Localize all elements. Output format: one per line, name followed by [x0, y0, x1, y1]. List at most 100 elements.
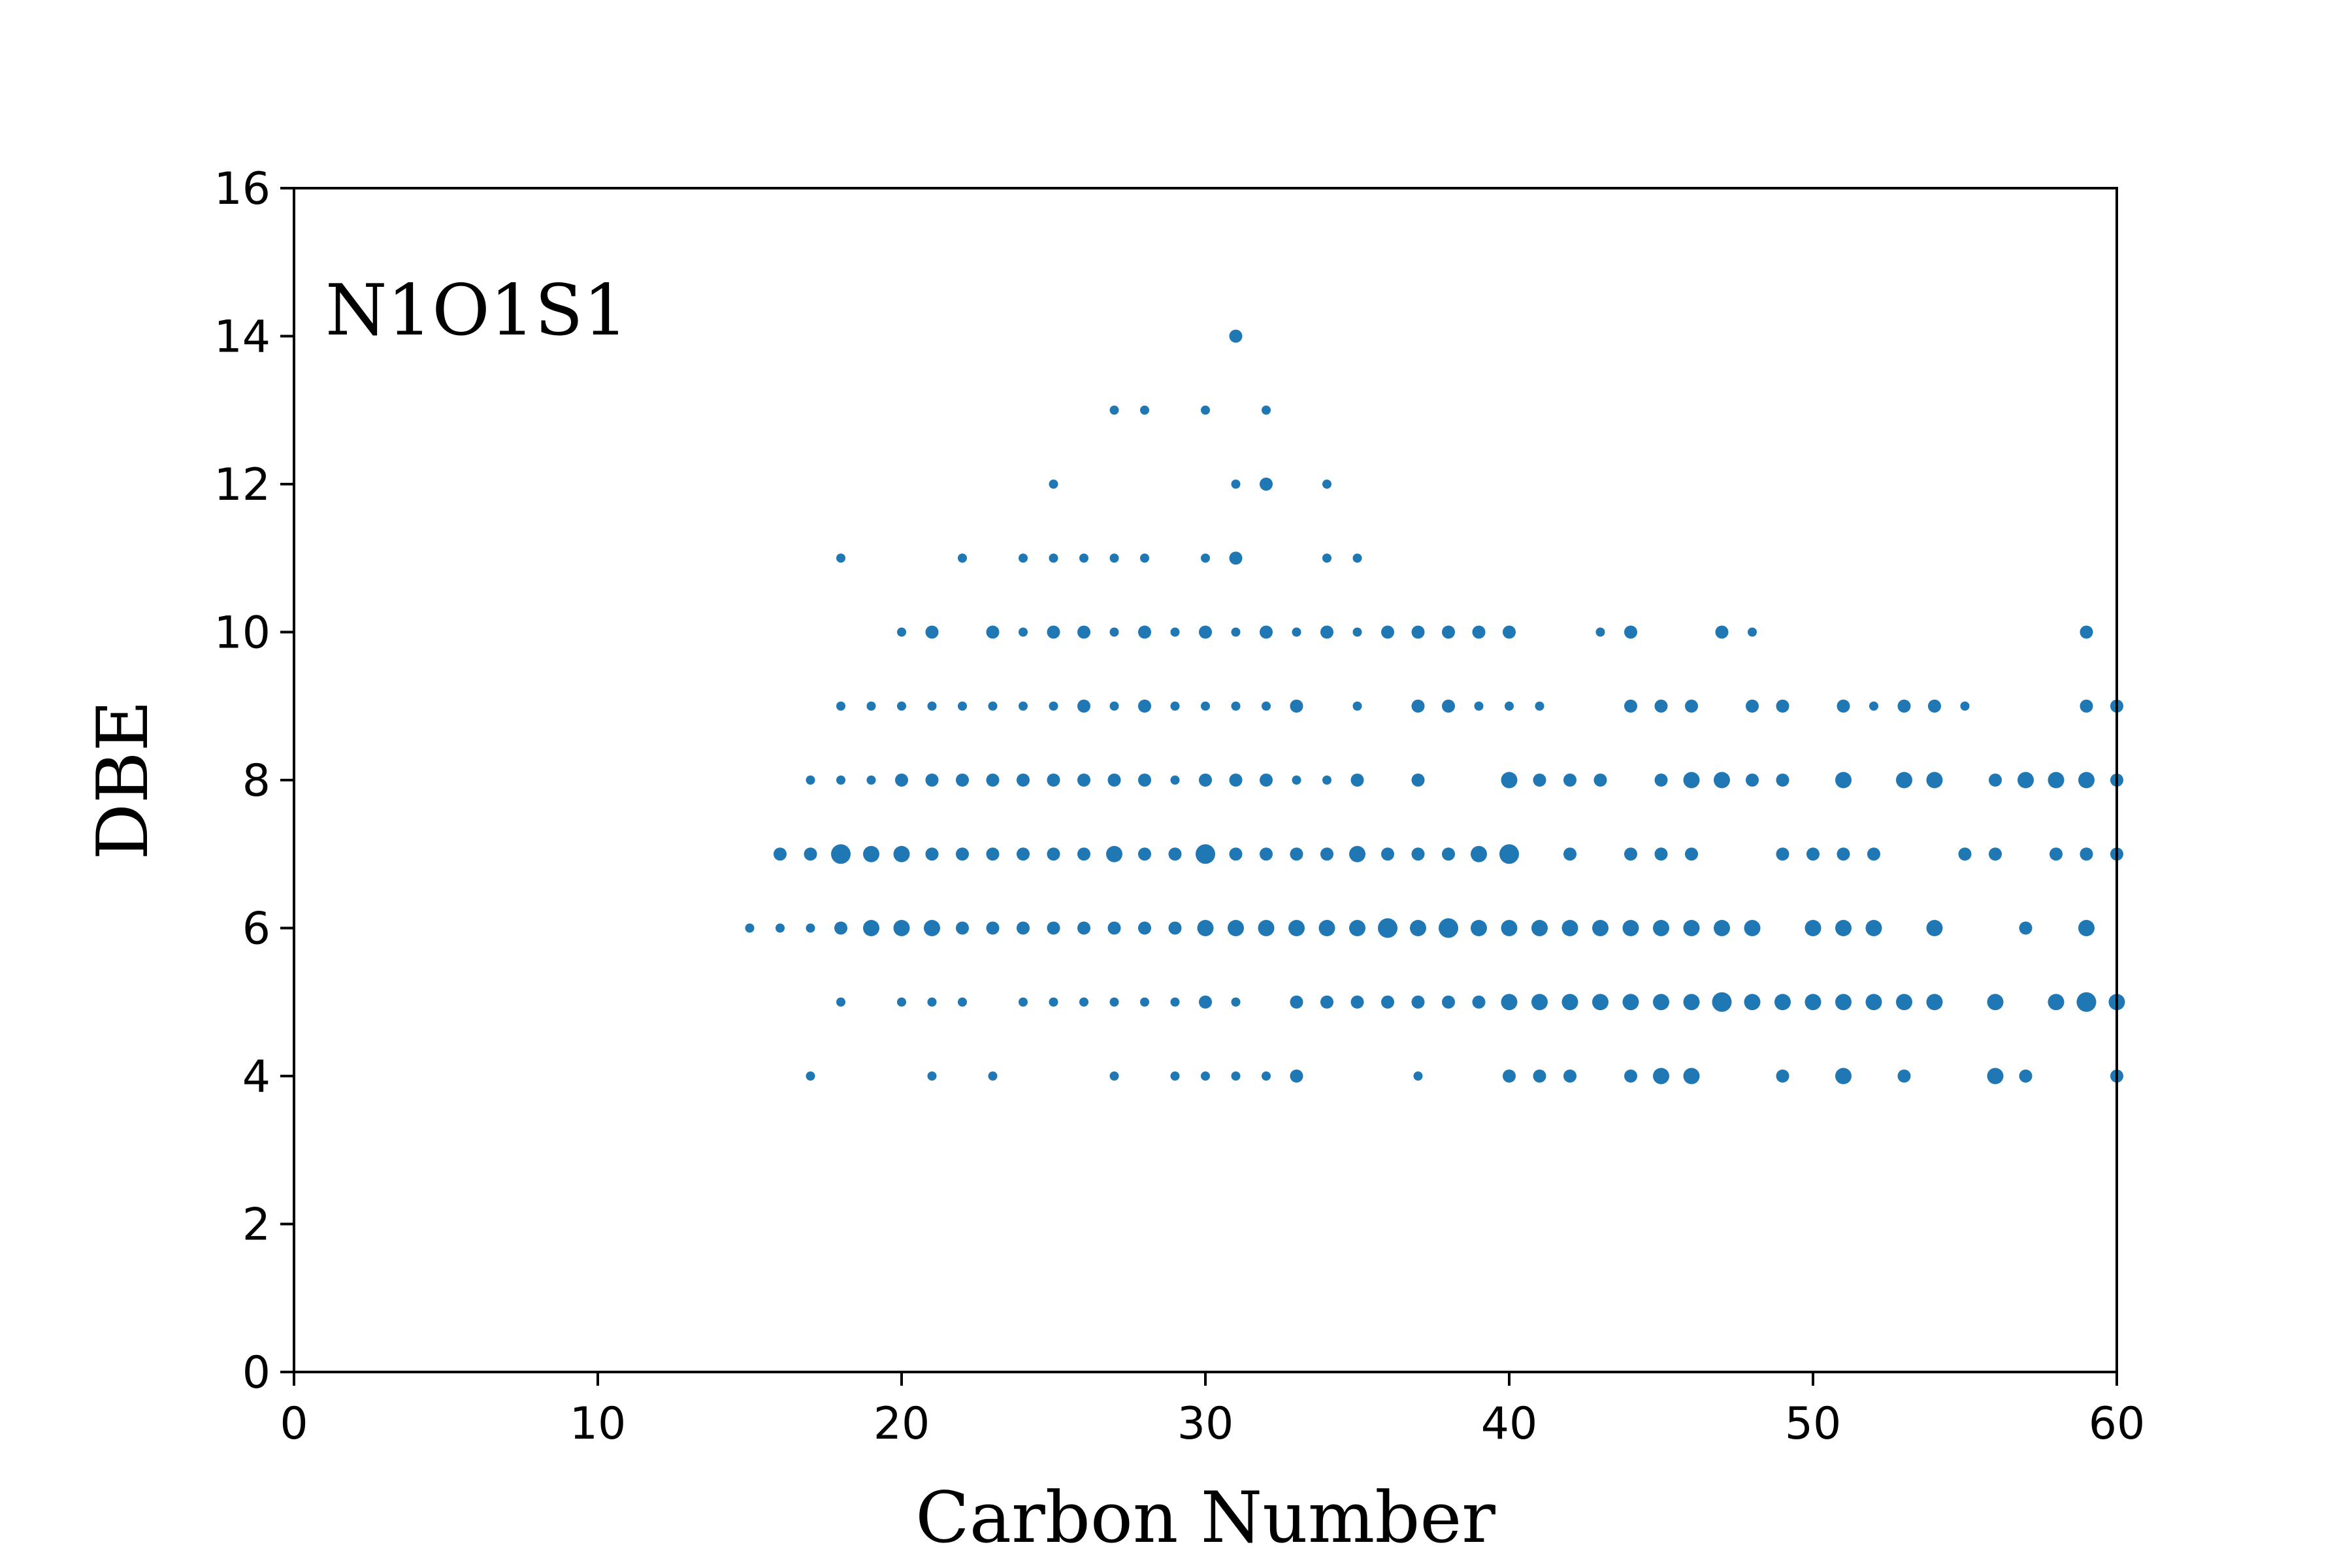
data-point	[925, 625, 939, 639]
data-point	[1958, 847, 1972, 861]
data-point	[1019, 997, 1028, 1007]
data-point	[1262, 701, 1271, 711]
data-point	[1258, 920, 1275, 936]
data-point	[1077, 699, 1090, 713]
data-point	[1442, 699, 1455, 713]
data-point	[986, 625, 1000, 639]
data-point	[1079, 997, 1088, 1007]
data-point	[2019, 921, 2033, 935]
data-point	[1229, 551, 1243, 565]
data-point	[1322, 553, 1331, 563]
x-tick-label: 20	[874, 1398, 930, 1450]
data-point	[1350, 995, 1364, 1009]
data-point	[1140, 553, 1149, 563]
data-point	[1378, 918, 1397, 938]
data-point	[1563, 774, 1576, 787]
x-tick-label: 0	[280, 1398, 308, 1450]
data-point	[1199, 774, 1212, 787]
data-point	[1714, 920, 1730, 936]
data-point	[897, 627, 906, 637]
data-point	[1017, 774, 1030, 787]
data-point	[1350, 774, 1364, 787]
data-point	[2078, 772, 2095, 789]
data-point	[1047, 625, 1060, 639]
data-point	[1231, 701, 1241, 711]
data-point	[831, 844, 851, 864]
data-point	[1077, 847, 1090, 861]
data-point	[925, 774, 939, 787]
data-point	[1744, 920, 1761, 936]
data-point	[1805, 994, 1821, 1011]
data-point	[1926, 920, 1943, 936]
data-point	[2080, 847, 2093, 861]
data-point	[2048, 772, 2065, 789]
data-point	[1867, 847, 1880, 861]
data-point	[1561, 994, 1578, 1011]
data-point	[958, 701, 967, 711]
data-point	[1592, 920, 1609, 936]
data-point	[834, 921, 847, 935]
data-point	[1381, 847, 1394, 861]
x-axis-label: Carbon Number	[915, 1477, 1495, 1559]
data-point	[1472, 995, 1486, 1009]
data-point	[893, 920, 910, 936]
y-tick-label: 0	[242, 1347, 270, 1399]
data-point	[1262, 1071, 1271, 1081]
data-point	[1170, 1071, 1180, 1081]
data-point	[1138, 921, 1151, 935]
data-point	[1201, 405, 1210, 415]
y-axis-ticks: 0 2 4 6 8 10 12 14 16	[214, 163, 294, 1399]
data-point	[1897, 1070, 1911, 1083]
x-tick-label: 30	[1177, 1398, 1234, 1450]
data-point	[986, 847, 1000, 861]
data-point	[1109, 627, 1119, 637]
data-point	[1685, 699, 1698, 713]
data-point	[1622, 994, 1639, 1011]
data-point	[1624, 625, 1637, 639]
data-point	[1835, 1068, 1852, 1085]
data-point	[1260, 774, 1273, 787]
data-point	[1439, 918, 1458, 938]
data-point	[1320, 995, 1333, 1009]
data-point	[1561, 920, 1578, 936]
data-point	[1049, 997, 1058, 1007]
data-point	[1474, 701, 1484, 711]
data-point	[1049, 480, 1058, 489]
data-point	[988, 1071, 998, 1081]
data-point	[1109, 1071, 1119, 1081]
data-point	[1140, 405, 1149, 415]
data-point	[2080, 699, 2093, 713]
data-point	[806, 776, 815, 785]
data-point	[1928, 699, 1941, 713]
data-point	[1107, 921, 1121, 935]
data-point	[1229, 329, 1243, 343]
data-point	[863, 920, 879, 936]
data-point	[1138, 774, 1151, 787]
x-axis-ticks: 0 10 20 30 40 50 60	[280, 1372, 2145, 1450]
data-point	[1411, 625, 1425, 639]
data-point	[774, 847, 787, 861]
data-point	[1654, 699, 1668, 713]
data-point	[2017, 772, 2034, 789]
data-point	[745, 923, 755, 933]
data-point	[1505, 701, 1514, 711]
y-axis-label: DBE	[82, 700, 164, 860]
data-point	[1712, 992, 1732, 1012]
data-point	[1292, 776, 1301, 785]
data-point	[1318, 920, 1335, 936]
data-point	[1199, 995, 1212, 1009]
data-point	[1776, 847, 1789, 861]
data-point	[1989, 774, 2002, 787]
data-point	[836, 553, 845, 563]
data-point	[1411, 699, 1425, 713]
data-point	[1106, 845, 1122, 862]
data-point	[1017, 847, 1030, 861]
data-point	[895, 774, 908, 787]
x-tick-label: 10	[570, 1398, 627, 1450]
x-tick-label: 40	[1481, 1398, 1538, 1450]
data-point	[1533, 774, 1546, 787]
data-point	[1535, 701, 1544, 711]
data-point	[1140, 997, 1149, 1007]
data-point	[1170, 627, 1180, 637]
data-point	[1228, 920, 1244, 936]
